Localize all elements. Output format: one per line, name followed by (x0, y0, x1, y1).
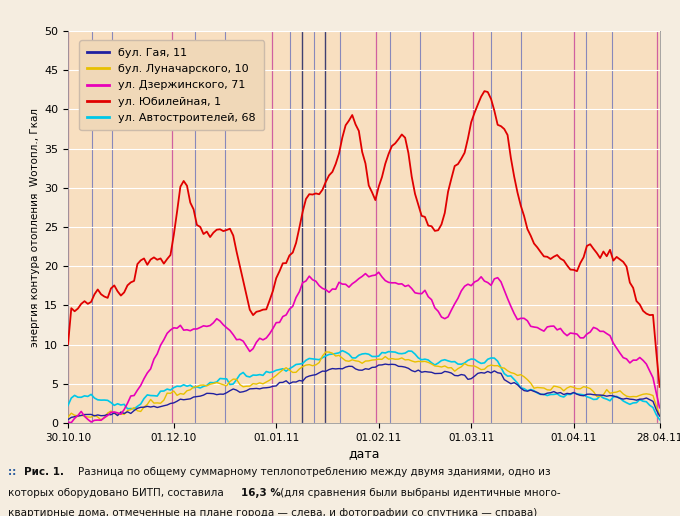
Text: ::: :: (8, 467, 20, 477)
Text: которых оборудовано БИТП, составила: которых оборудовано БИТП, составила (8, 488, 227, 497)
Legend: бул. Гая, 11, бул. Луначарского, 10, ул. Дзержинского, 71, ул. Юбилейная, 1, ул.: бул. Гая, 11, бул. Луначарского, 10, ул.… (80, 40, 264, 131)
Text: Разница по общему суммарному теплопотреблению между двумя зданиями, одно из: Разница по общему суммарному теплопотреб… (78, 467, 551, 477)
Text: квартирные дома, отмеченные на плане города — слева, и фотографии со спутника — : квартирные дома, отмеченные на плане гор… (8, 508, 537, 516)
Y-axis label: энергия контура отопления  Wотопл., Гкал: энергия контура отопления Wотопл., Гкал (30, 107, 40, 347)
Text: Рис. 1.: Рис. 1. (24, 467, 67, 477)
Text: (для сравнения были выбраны идентичные много-: (для сравнения были выбраны идентичные м… (277, 488, 560, 497)
Text: 16,3 %: 16,3 % (241, 488, 282, 497)
X-axis label: дата: дата (348, 447, 379, 460)
